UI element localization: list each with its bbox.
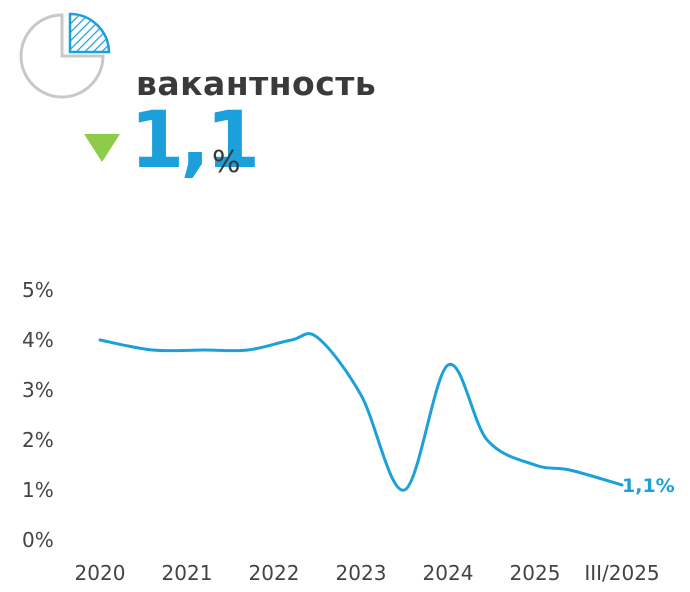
y-tick-label: 4% — [22, 328, 54, 352]
y-tick-label: 1% — [22, 478, 54, 502]
end-value-label: 1,1% — [622, 475, 675, 497]
x-tick-label: 2023 — [336, 561, 387, 585]
x-tick-label: 2025 — [510, 561, 561, 585]
x-tick-label: III/2025 — [584, 561, 659, 585]
vacancy-unit: % — [212, 145, 241, 180]
triangle-down-icon — [84, 134, 120, 162]
y-tick-label: 5% — [22, 278, 54, 302]
y-tick-label: 3% — [22, 378, 54, 402]
x-tick-label: 2022 — [249, 561, 300, 585]
x-tick-label: 2024 — [423, 561, 474, 585]
x-axis-ticks: 2020 2021 2022 2023 2024 2025 III/2025 — [75, 561, 660, 585]
y-tick-label: 0% — [22, 528, 54, 552]
page-title: вакантность — [136, 64, 377, 103]
y-tick-label: 2% — [22, 428, 54, 452]
series-line — [98, 332, 624, 492]
x-tick-label: 2020 — [75, 561, 126, 585]
pie-chart-icon — [19, 12, 111, 99]
x-tick-label: 2021 — [162, 561, 213, 585]
y-axis-ticks: 0% 1% 2% 3% 4% 5% — [22, 278, 54, 552]
series-layer: 1,1% — [98, 332, 675, 497]
vacancy-value: 1,1 — [130, 96, 260, 186]
